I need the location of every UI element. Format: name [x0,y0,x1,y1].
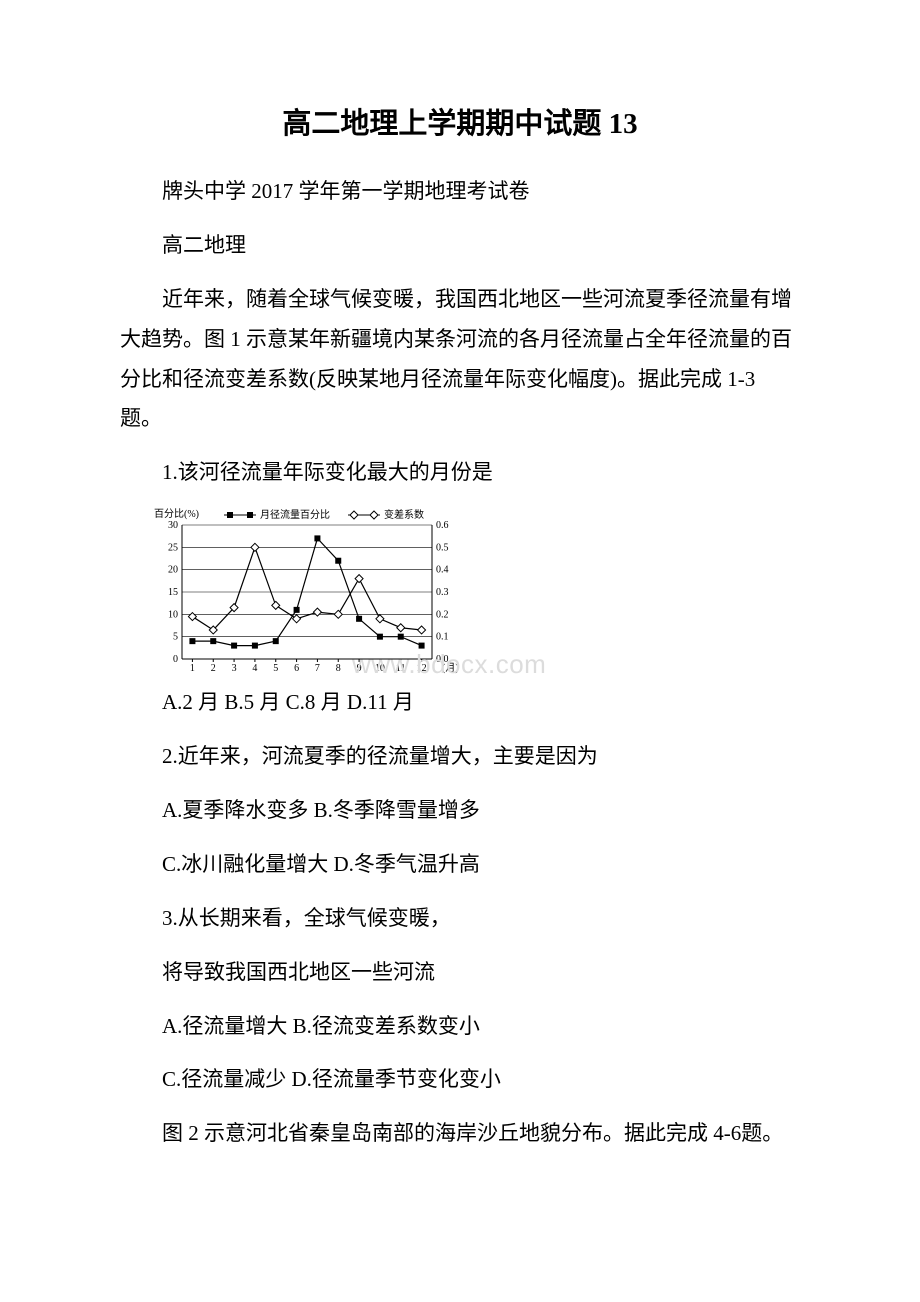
question-2-options-b: C.冰川融化量增大 D.冬季气温升高 [120,845,800,885]
page-title: 高二地理上学期期中试题 13 [120,100,800,142]
chart-svg: 百分比(%)月径流量百分比变差系数0510152025300.00.10.20.… [152,507,462,677]
subject-line: 高二地理 [120,226,800,266]
svg-text:20: 20 [168,565,178,576]
svg-text:4: 4 [252,663,257,674]
question-3-sub: 将导致我国西北地区一些河流 [120,953,800,993]
chart-figure-1: 百分比(%)月径流量百分比变差系数0510152025300.00.10.20.… [152,507,800,677]
svg-text:7: 7 [315,663,320,674]
question-2: 2.近年来，河流夏季的径流量增大，主要是因为 [120,737,800,777]
svg-text:0.3: 0.3 [436,587,449,598]
svg-text:月径流量百分比: 月径流量百分比 [260,508,330,521]
svg-text:11: 11 [396,663,406,674]
svg-text:25: 25 [168,543,178,554]
school-line: 牌头中学 2017 学年第一学期地理考试卷 [120,172,800,212]
svg-text:(月): (月) [442,662,459,674]
svg-text:0.6: 0.6 [436,520,449,531]
svg-text:2: 2 [211,663,216,674]
svg-text:9: 9 [357,663,362,674]
question-3: 3.从长期来看，全球气候变暖， [120,899,800,939]
question-2-options-a: A.夏季降水变多 B.冬季降雪量增多 [120,791,800,831]
svg-text:5: 5 [273,663,278,674]
svg-text:10: 10 [168,610,178,621]
svg-text:8: 8 [336,663,341,674]
svg-text:0.2: 0.2 [436,610,449,621]
svg-text:3: 3 [232,663,237,674]
question-3-options-b: C.径流量减少 D.径流量季节变化变小 [120,1060,800,1100]
question-3-options-a: A.径流量增大 B.径流变差系数变小 [120,1007,800,1047]
svg-text:6: 6 [294,663,299,674]
question-1-options: A.2 月 B.5 月 C.8 月 D.11 月 [120,683,800,723]
svg-text:变差系数: 变差系数 [384,508,424,521]
svg-text:0: 0 [173,654,178,665]
svg-text:1: 1 [190,663,195,674]
svg-text:0.5: 0.5 [436,543,449,554]
svg-text:12: 12 [417,663,427,674]
svg-text:30: 30 [168,520,178,531]
question-1: 1.该河径流量年际变化最大的月份是 [120,453,800,493]
svg-text:5: 5 [173,632,178,643]
intro-paragraph: 近年来，随着全球气候变暖，我国西北地区一些河流夏季径流量有增大趋势。图 1 示意… [120,280,800,440]
svg-text:0.1: 0.1 [436,632,449,643]
svg-text:百分比(%): 百分比(%) [154,508,199,520]
svg-text:10: 10 [375,663,385,674]
intro-2: 图 2 示意河北省秦皇岛南部的海岸沙丘地貌分布。据此完成 4-6题。 [120,1114,800,1154]
svg-text:15: 15 [168,587,178,598]
svg-text:0.4: 0.4 [436,565,449,576]
